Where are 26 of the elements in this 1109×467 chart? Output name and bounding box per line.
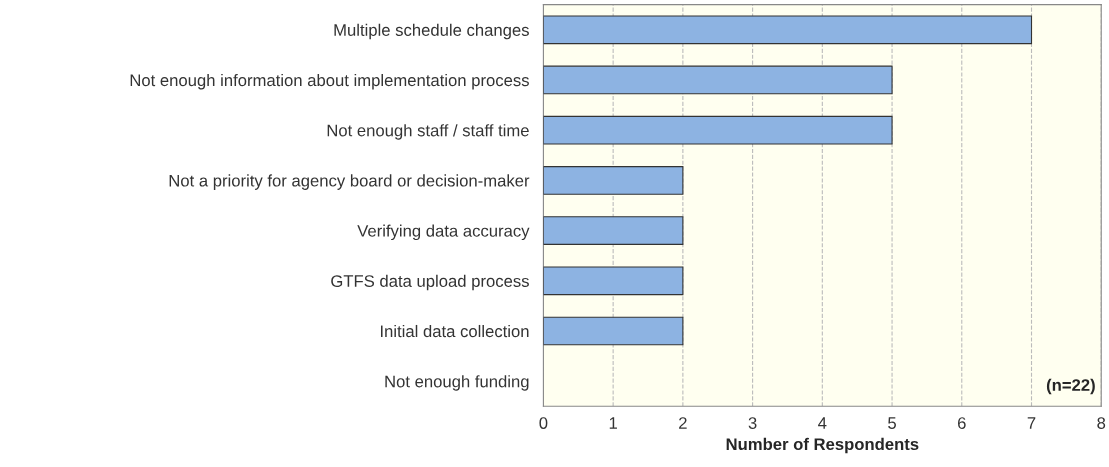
x-tick-label: 4 (818, 417, 827, 429)
y-tick-label: Multiple schedule changes (334, 23, 529, 40)
bar (543, 65, 893, 95)
x-tick-label: 5 (888, 417, 896, 429)
x-tick-label: 3 (748, 417, 757, 429)
bar (543, 266, 684, 296)
bar (543, 166, 684, 195)
y-tick-label: GTFS data upload process (331, 274, 529, 291)
bar (543, 115, 893, 145)
y-tick-label: Not enough funding (385, 375, 529, 391)
x-tick-label: 2 (679, 417, 687, 429)
y-tick-label: Initial data collection (380, 324, 529, 338)
x-tick-label: 8 (1097, 417, 1106, 429)
bar (543, 316, 684, 346)
x-tick-label: 6 (957, 417, 966, 429)
x-tick-label: 7 (1027, 417, 1036, 429)
y-tick-label: Verifying data accuracy (357, 224, 530, 241)
y-tick-label: Not a priority for agency board or decision-maker (169, 174, 530, 190)
y-tick-label: Not enough information about implementation process (130, 73, 529, 90)
annotation: (n=22) (1046, 378, 1095, 395)
x-tick-label: 0 (539, 417, 548, 429)
y-tick-label: Not enough staff / staff time (327, 124, 529, 140)
x-tick-label: 1 (609, 417, 617, 429)
bar (543, 216, 684, 245)
x-axis-title: Number of Respondents (726, 437, 919, 454)
bar (543, 15, 1033, 45)
